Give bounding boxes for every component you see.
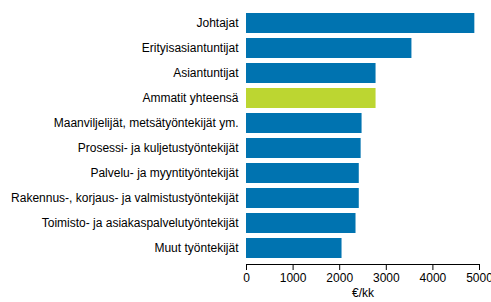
svg-text:€/kk: €/kk <box>352 286 375 300</box>
svg-text:Erityisasiantuntijat: Erityisasiantuntijat <box>142 41 239 55</box>
svg-text:3000: 3000 <box>373 271 400 285</box>
svg-text:4000: 4000 <box>420 271 447 285</box>
svg-text:Prosessi- ja kuljetustyöntekij: Prosessi- ja kuljetustyöntekijät <box>78 141 239 155</box>
svg-text:Ammatit yhteensä: Ammatit yhteensä <box>142 91 238 105</box>
svg-text:Asiantuntijat: Asiantuntijat <box>173 66 239 80</box>
svg-text:1000: 1000 <box>280 271 307 285</box>
svg-text:0: 0 <box>243 271 250 285</box>
svg-text:Toimisto- ja asiakaspalvelutyö: Toimisto- ja asiakaspalvelutyöntekijät <box>42 216 239 230</box>
svg-text:Rakennus-, korjaus- ja valmist: Rakennus-, korjaus- ja valmistustyönteki… <box>11 191 239 205</box>
svg-text:Maanviljelijät, metsätyöntekij: Maanviljelijät, metsätyöntekijät ym. <box>54 116 239 130</box>
svg-text:Palvelu- ja myyntityöntekijät: Palvelu- ja myyntityöntekijät <box>90 166 239 180</box>
svg-text:5000: 5000 <box>466 271 491 285</box>
svg-text:Muut työntekijät: Muut työntekijät <box>154 241 239 255</box>
svg-text:2000: 2000 <box>326 271 353 285</box>
svg-text:Johtajat: Johtajat <box>196 16 239 30</box>
